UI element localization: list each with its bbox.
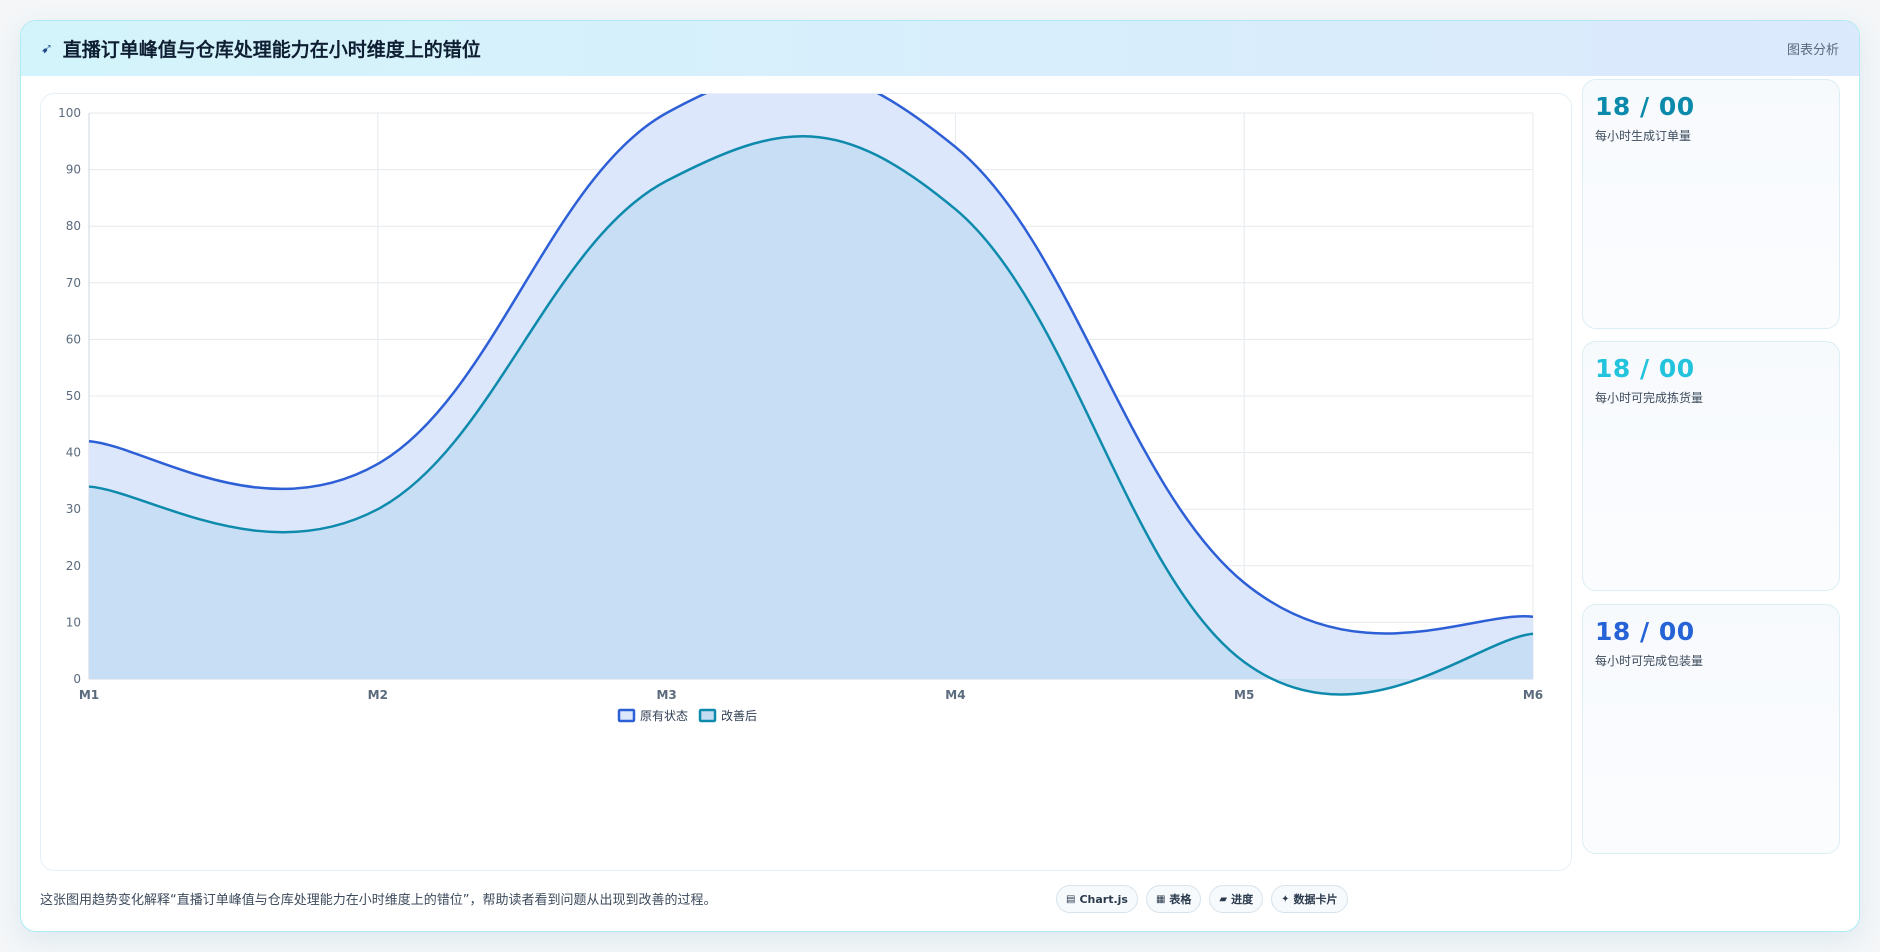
page-title: 直播订单峰值与仓库处理能力在小时维度上的错位: [62, 39, 481, 61]
x-tick-label: M3: [656, 688, 676, 702]
legend-swatch: [617, 708, 636, 723]
legend-label: 原有状态: [640, 709, 688, 723]
series-area-2: [89, 136, 1533, 695]
y-tick-label: 60: [66, 332, 81, 346]
y-tick-label: 0: [73, 672, 81, 686]
y-tick-label: 100: [58, 106, 81, 120]
legend-swatch: [698, 708, 717, 723]
card-icon: ✦: [1281, 893, 1290, 905]
chart-icon: ▤: [1066, 893, 1076, 905]
card-header: ➹ 直播订单峰值与仓库处理能力在小时维度上的错位 图表分析: [21, 21, 1859, 76]
footer: 这张图用趋势变化解释“直播订单峰值与仓库处理能力在小时维度上的错位”，帮助读者看…: [40, 885, 1840, 921]
chip-datacard[interactable]: ✦ 数据卡片: [1271, 885, 1348, 913]
chart-panel: 0 10 20 30 40 50 60 70 80 90 100 M1 M2 M3 M4 M5 M6 原有状态 改善…: [40, 93, 1572, 871]
x-tick-label: M6: [1523, 688, 1543, 702]
stat-value: 18 / 00: [1595, 354, 1695, 383]
y-tick-label: 40: [66, 446, 81, 460]
area-chart: 0 10 20 30 40 50 60 70 80 90 100 M1 M2 M3 M4 M5 M6 原有状态 改善…: [58, 94, 1543, 723]
chart-card: ➹ 直播订单峰值与仓库处理能力在小时维度上的错位 图表分析 0 10 20 30 40 5…: [20, 20, 1860, 932]
series-line-1: [88, 94, 1534, 635]
chip-row: ▤ Chart.js ▦ 表格 ▰ 进度 ✦ 数据卡片: [1056, 885, 1348, 913]
chip-label: 表格: [1169, 893, 1192, 906]
stat-label: 每小时生成订单量: [1595, 129, 1692, 143]
send-icon: ➹: [41, 40, 53, 57]
chart-description: 这张图用趋势变化解释“直播订单峰值与仓库处理能力在小时维度上的错位”，帮助读者看…: [40, 893, 717, 908]
y-tick-label: 10: [66, 615, 81, 629]
legend-label: 改善后: [721, 708, 757, 723]
stat-value: 18 / 00: [1595, 617, 1695, 646]
y-tick-label: 70: [66, 276, 81, 290]
stat-label: 每小时可完成拣货量: [1595, 391, 1704, 405]
x-tick-label: M1: [79, 688, 99, 702]
x-tick-label: M4: [945, 688, 965, 702]
chip-table[interactable]: ▦ 表格: [1145, 885, 1202, 913]
chip-progress[interactable]: ▰ 进度: [1209, 885, 1264, 913]
x-tick-label: M2: [368, 688, 388, 702]
y-tick-label: 90: [66, 163, 81, 177]
y-tick-label: 80: [66, 219, 81, 233]
chip-label: 进度: [1231, 893, 1254, 906]
chip-label: Chart.js: [1079, 892, 1128, 906]
header-tag: 图表分析: [1786, 43, 1839, 58]
series-line-2: [88, 134, 1534, 696]
stat-value: 18 / 00: [1595, 92, 1695, 121]
table-icon: ▦: [1155, 893, 1166, 905]
stat-card-picking: 18 / 00 每小时可完成拣货量: [1582, 341, 1840, 591]
y-tick-label: 50: [66, 389, 81, 403]
chip-chartjs[interactable]: ▤ Chart.js: [1056, 885, 1138, 913]
y-tick-label: 30: [66, 502, 81, 516]
stat-label: 每小时可完成包装量: [1595, 654, 1704, 668]
y-tick-label: 20: [66, 559, 81, 573]
progress-icon: ▰: [1219, 893, 1228, 905]
x-tick-label: M5: [1234, 688, 1254, 702]
stat-card-orders: 18 / 00 每小时生成订单量: [1582, 79, 1840, 329]
chip-label: 数据卡片: [1293, 893, 1338, 906]
title-wrap: ➹ 直播订单峰值与仓库处理能力在小时维度上的错位: [41, 35, 481, 62]
stat-card-packing: 18 / 00 每小时可完成包装量: [1582, 604, 1840, 854]
